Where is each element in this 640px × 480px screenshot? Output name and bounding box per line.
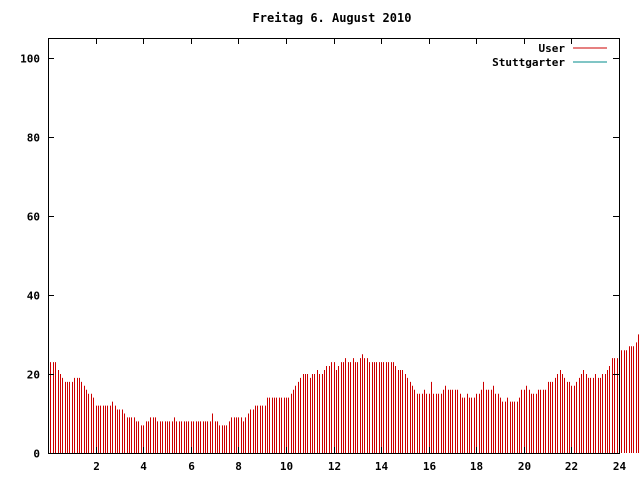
- x-tick-label: 2: [93, 460, 100, 473]
- legend-label-user: User: [539, 42, 566, 55]
- x-tick-label: 10: [280, 460, 293, 473]
- y-tick-label: 40: [27, 290, 40, 303]
- y-tick-label: 0: [33, 448, 40, 461]
- x-tick-label: 14: [375, 460, 389, 473]
- x-tick-label: 6: [188, 460, 195, 473]
- user-series-bars: [48, 334, 639, 453]
- y-tick-label: 20: [27, 369, 40, 382]
- x-tick-label: 18: [470, 460, 483, 473]
- y-tick-label: 100: [20, 53, 40, 66]
- x-tick-label: 20: [518, 460, 531, 473]
- y-tick-label: 80: [27, 132, 40, 145]
- legend-label-stuttgarter: Stuttgarter: [492, 56, 565, 69]
- x-tick-label: 4: [140, 460, 147, 473]
- x-tick-label: 24: [613, 460, 627, 473]
- chart-title: Freitag 6. August 2010: [253, 11, 412, 25]
- legend-item-user: User: [539, 42, 607, 55]
- x-tick-label: 16: [423, 460, 437, 473]
- x-tick-label: 12: [328, 460, 341, 473]
- legend: User Stuttgarter: [492, 42, 607, 69]
- x-tick-label: 22: [565, 460, 578, 473]
- x-tick-label: 8: [235, 460, 242, 473]
- legend-item-stuttgarter: Stuttgarter: [492, 56, 607, 69]
- y-tick-label: 60: [27, 211, 40, 224]
